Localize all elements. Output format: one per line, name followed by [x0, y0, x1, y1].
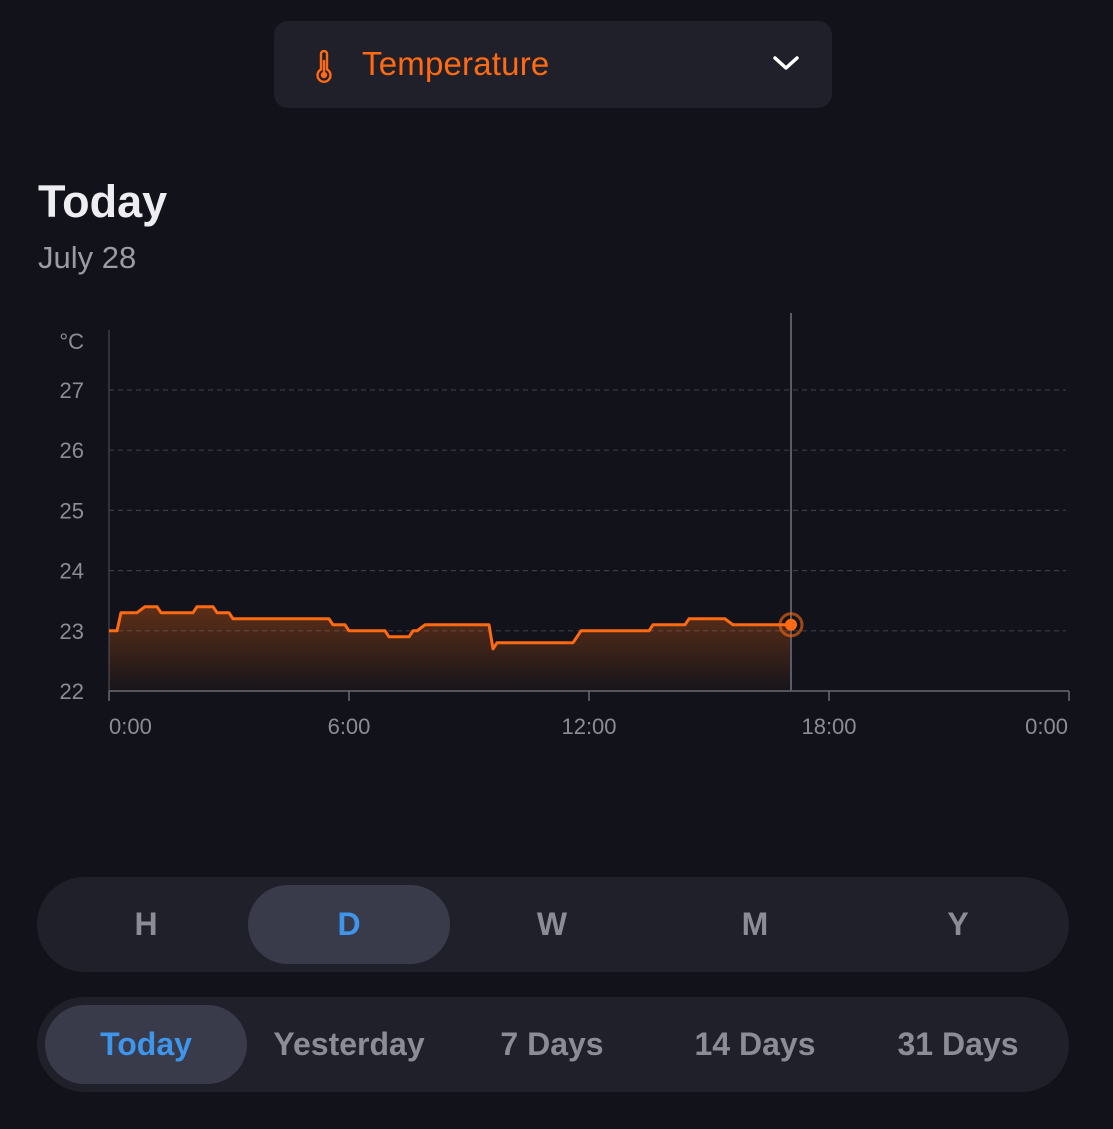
metric-selector-dropdown[interactable]: Temperature: [274, 21, 832, 108]
period-title: Today: [38, 176, 168, 227]
y-tick-label: 25: [60, 498, 84, 523]
y-tick-label: 24: [60, 559, 84, 584]
metric-label: Temperature: [362, 45, 550, 82]
x-tick-label: 6:00: [328, 714, 371, 739]
granularity-option-m[interactable]: M: [741, 906, 769, 942]
range-option-today[interactable]: Today: [45, 1005, 247, 1084]
y-tick-label: 27: [60, 378, 84, 403]
x-tick-label: 0:00: [1025, 714, 1068, 739]
y-axis-unit-label: °C: [59, 329, 84, 354]
range-option-31-days[interactable]: 31 Days: [897, 1026, 1019, 1062]
range-option-14-days[interactable]: 14 Days: [694, 1026, 816, 1062]
series-line: [109, 605, 791, 651]
chart-series: [109, 605, 791, 691]
series-area-fill: [109, 606, 791, 691]
granularity-option-w[interactable]: W: [536, 906, 568, 942]
x-tick-label: 0:00: [109, 714, 152, 739]
period-date: July 28: [38, 240, 137, 275]
y-tick-label: 26: [60, 438, 84, 463]
granularity-option-h[interactable]: H: [134, 906, 158, 942]
range-option-yesterday[interactable]: Yesterday: [273, 1026, 425, 1062]
range-option-7-days[interactable]: 7 Days: [500, 1026, 604, 1062]
range-segmented-control: Today Yesterday 7 Days 14 Days 31 Days: [37, 997, 1069, 1092]
x-tick-label: 12:00: [561, 714, 616, 739]
thermometer-icon: [316, 50, 332, 83]
granularity-option-y[interactable]: Y: [947, 906, 969, 942]
y-tick-label: 22: [60, 679, 84, 704]
chart-grid: [109, 389, 1066, 632]
cursor-point: [785, 618, 797, 631]
y-tick-label: 23: [60, 619, 84, 644]
x-tick-label: 18:00: [801, 714, 856, 739]
cursor-point-halo: [778, 612, 804, 638]
granularity-option-d[interactable]: D: [248, 885, 450, 964]
chevron-down-icon: [773, 56, 799, 70]
chart-cursor: [778, 313, 804, 691]
temperature-chart[interactable]: °C 22 23 24 25 26 27 0:00 6:00 12:00 18:00 0:00: [0, 300, 1113, 760]
